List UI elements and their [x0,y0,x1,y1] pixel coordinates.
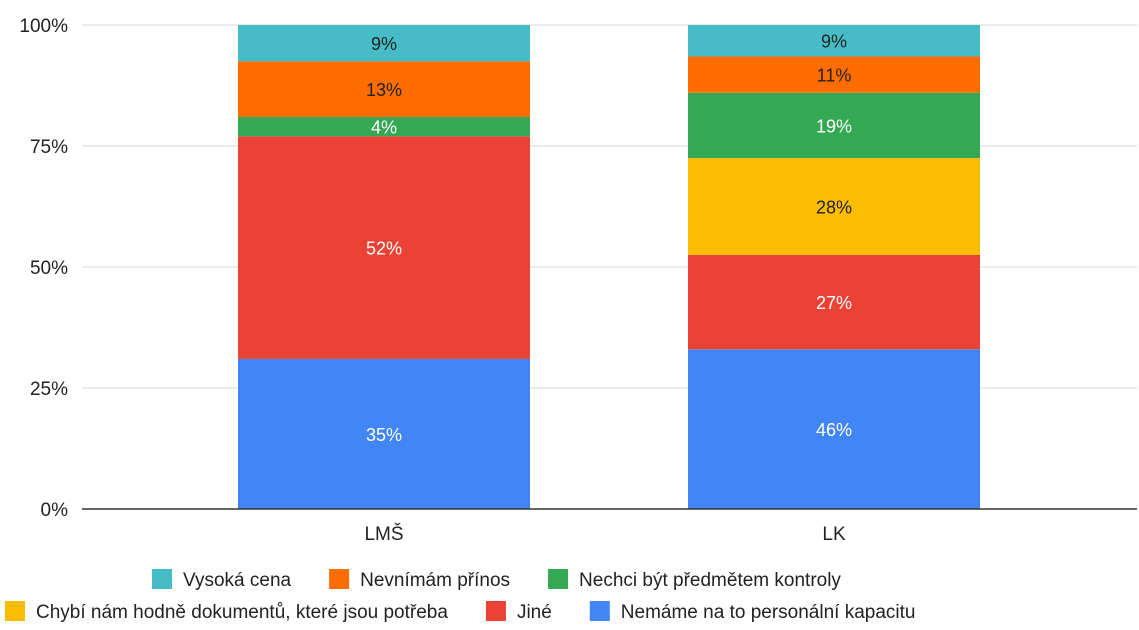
legend-swatch [589,601,610,621]
y-tick-label: 50% [30,258,68,279]
data-label: 19% [816,116,852,136]
data-label: 52% [366,239,402,259]
data-label: 4% [371,118,397,138]
legend-label: Vysoká cena [183,570,292,591]
legend-swatch [152,569,172,589]
data-label: 11% [817,66,852,86]
data-label: 9% [371,34,397,54]
data-label: 9% [821,32,847,52]
legend-swatch [548,569,569,589]
bar-segment-nevnimam-prinos-lk[interactable] [688,56,980,93]
y-tick-label: 75% [30,137,68,158]
legend-swatch [5,601,25,621]
legend-label: Nevnímám přínos [360,570,510,591]
legend-label: Chybí nám hodně dokumentů, které jsou po… [36,602,448,623]
data-label: 13% [366,80,402,100]
labels-layer: 0% 25% 50% 75% 100% 35% 52% 4% 13% 9% LMŠ 46% 27% 28%… [19,16,852,545]
legend[interactable]: Vysoká cena Nevnímám přínos Nechci být pře… [5,569,915,623]
bar-segment-jine-lk[interactable] [688,254,980,350]
legend-swatch [485,601,506,621]
data-label: 28% [816,198,852,218]
bar-segment-vysoka-cena-lms[interactable] [238,25,530,62]
x-category-label: LK [822,524,846,545]
legend-item-chybi-nam-hodne-dokumentu-ktere-jsou-potreba[interactable]: Chybí nám hodně dokumentů, které jsou po… [5,601,448,623]
y-tick-label: 25% [30,379,68,400]
legend-label: Nechci být předmětem kontroly [579,570,841,591]
bar-segment-nechci-byt-predmetem-kontroly-lk[interactable] [688,92,980,159]
legend-item-jine[interactable]: Jiné [485,601,552,623]
legend-label: Jiné [517,602,552,623]
bar-segment-chybi-nam-hodne-dokumentu-ktere-jsou-potreba-lk[interactable] [688,158,980,255]
bar-segment-nemame-na-to-personalni-kapacitu-lms[interactable] [238,358,530,509]
legend-label: Nemáme na to personální kapacitu [621,602,916,623]
bar-segment-nemame-na-to-personalni-kapacitu-lk[interactable] [688,349,980,509]
y-tick-label: 0% [41,500,69,521]
bar-segment-nechci-byt-predmetem-kontroly-lms[interactable] [238,116,530,137]
x-category-label: LMŠ [364,523,403,545]
bars-layer [238,25,980,509]
legend-swatch [329,569,350,589]
data-label: 35% [366,425,402,445]
legend-item-nevnimam-prinos[interactable]: Nevnímám přínos [329,569,510,591]
y-tick-label: 100% [19,16,68,37]
legend-item-nemame-na-to-personalni-kapacitu[interactable]: Nemáme na to personální kapacitu [589,601,916,623]
data-label: 27% [816,293,852,313]
bar-segment-nevnimam-prinos-lms[interactable] [238,61,530,117]
bar-segment-jine-lms[interactable] [238,136,530,359]
legend-item-vysoka-cena[interactable]: Vysoká cena [152,569,292,591]
data-label: 46% [816,420,852,440]
legend-item-nechci-byt-predmetem-kontroly[interactable]: Nechci být předmětem kontroly [548,569,841,591]
bar-segment-vysoka-cena-lk[interactable] [688,25,980,57]
